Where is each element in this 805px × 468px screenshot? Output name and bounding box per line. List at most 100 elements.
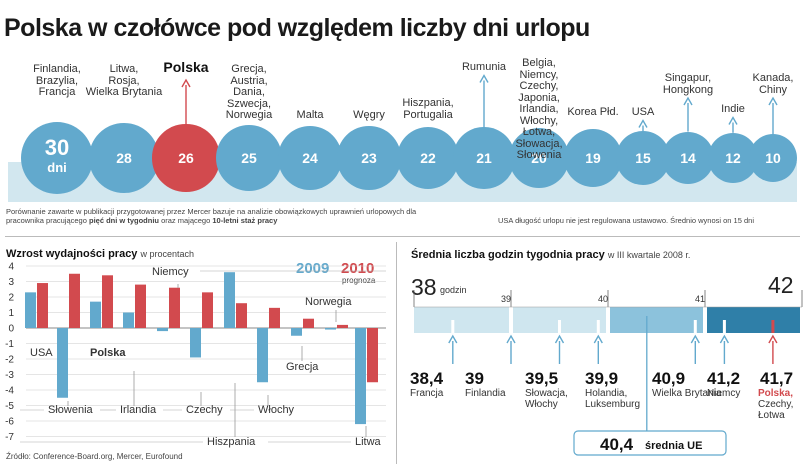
hours-arrow	[768, 334, 778, 364]
hours-value: 40,9	[652, 369, 686, 388]
hours-segment	[414, 307, 509, 333]
circle-value: 15	[616, 131, 670, 185]
bar-2010	[169, 287, 180, 328]
circle-country-label: Belgia, Niemcy, Czechy, Japonia, Irlandi…	[515, 57, 563, 161]
hours-axis-min: 38	[411, 274, 437, 300]
hours-value: 41,2	[707, 369, 741, 388]
hours-marker	[722, 320, 726, 333]
category-label: Słowenia	[48, 404, 94, 416]
arrow-country	[768, 96, 778, 134]
circle-country-label: Korea Płd.	[567, 106, 619, 118]
circle-country-label: Hiszpania, Portugalia	[402, 97, 454, 121]
hours-label-polska: Polska,	[758, 388, 794, 399]
bar-2010	[37, 283, 48, 328]
arrow-country	[479, 74, 489, 128]
bar-2009	[190, 328, 201, 358]
bar-2010	[303, 318, 314, 328]
bar-2010	[135, 284, 146, 328]
hours-arrow	[506, 334, 516, 364]
note-mid: oraz mającego	[161, 216, 211, 225]
bar-2009	[25, 292, 36, 328]
hours-country-label: Słowacja, Włochy	[525, 388, 568, 410]
bar-2010	[69, 273, 80, 328]
productivity-title: Wzrost wydajności pracy w procentach	[6, 248, 194, 260]
circle-country-label: Finlandia, Brazylia, Francja	[33, 63, 81, 98]
productivity-subtitle: w procentach	[140, 249, 195, 259]
hours-value: 39,5	[525, 369, 559, 388]
circle-country-label: Węgry	[353, 109, 385, 121]
hours-arrow	[719, 334, 730, 364]
circle-value: 10	[749, 134, 797, 182]
circle-value: 25	[216, 125, 282, 191]
hours-marker	[596, 320, 600, 333]
circle-value: 24	[277, 125, 343, 191]
circle-value: 30 dni	[21, 122, 93, 194]
category-label: Norwegia	[305, 296, 352, 308]
hours-marker	[451, 320, 455, 333]
category-label: Irlandia	[120, 404, 157, 416]
average-label: średnia UE	[645, 440, 702, 452]
source-note: Źródło: Conference-Board.org, Mercer, Eu…	[6, 452, 183, 461]
bar-2010	[269, 307, 280, 328]
circle-country-label: Rumunia	[461, 61, 507, 73]
hours-title: Średnia liczba godzin tygodnia pracy w I…	[411, 249, 690, 261]
hours-unit: godzin	[440, 285, 467, 295]
note-bold-tenure: 10-letni staż pracy	[212, 216, 278, 225]
methodology-note: Porównanie zawarte w publikacji przygoto…	[6, 207, 446, 225]
legend-2010: 2010	[341, 260, 375, 277]
category-label: Niemcy	[152, 266, 189, 278]
y-tick-label: 2	[8, 293, 14, 304]
note-bold-days: pięć dni w tygodniu	[88, 216, 159, 225]
hours-subtitle: w III kwartale 2008 r.	[607, 250, 691, 260]
legend-prognoza: prognoza	[342, 276, 376, 285]
circle-value: 14	[661, 131, 715, 185]
hours-value: 39,9	[585, 369, 619, 388]
hours-value: 39	[465, 369, 484, 388]
circle-country-label: Malta	[296, 109, 324, 121]
category-label: Polska	[90, 347, 126, 359]
hours-arrow	[593, 334, 603, 364]
hours-country-label: Holandia, Luksemburg	[585, 388, 641, 410]
legend-2009: 2009	[296, 260, 330, 277]
category-label: Grecja	[286, 361, 319, 373]
circle-number: 30	[44, 135, 70, 160]
arrow-country	[638, 119, 648, 131]
usa-note: USA długość urlopu nie jest regulowana u…	[498, 216, 754, 225]
divider-vertical	[396, 242, 397, 464]
bar-2010	[337, 324, 348, 328]
circle-value: 19	[563, 128, 623, 188]
bar-2009	[123, 312, 134, 328]
note-text: Porównanie zawarte w publikacji przygoto…	[6, 207, 417, 225]
hours-arrow	[448, 334, 458, 364]
hours-country-label: Niemcy	[707, 388, 741, 399]
circle-polska: 26	[152, 124, 220, 192]
circle-country-label: USA	[631, 106, 655, 118]
circle-value: 22	[396, 126, 460, 190]
bar-2009	[224, 272, 235, 328]
circle-country-label: Indie	[721, 103, 745, 115]
hours-country-label: Finlandia	[465, 388, 506, 399]
page-title: Polska w czołówce pod względem liczby dn…	[4, 14, 590, 42]
y-tick-label: -2	[5, 355, 14, 366]
circle-value: 21	[453, 127, 515, 189]
arrow-country	[728, 116, 738, 133]
hours-marker	[509, 320, 513, 333]
bar-2009	[157, 328, 168, 332]
y-tick-label: 1	[8, 308, 14, 319]
circle-value: 28	[89, 123, 159, 193]
bar-2010	[236, 303, 247, 328]
bar-2010	[367, 328, 378, 383]
circle-value: 23	[337, 126, 401, 190]
hours-marker	[558, 320, 561, 333]
circle-country-label: Litwa, Rosja, Wielka Brytania	[85, 63, 163, 98]
circle-value: 20	[509, 128, 569, 188]
hours-country-label: Francja	[410, 388, 444, 399]
y-tick-label: -7	[5, 432, 14, 443]
hours-label-rest: Czechy, Łotwa	[758, 399, 794, 421]
category-label: Hiszpania	[207, 436, 256, 448]
bar-2009	[291, 328, 302, 336]
bar-2010	[202, 292, 213, 328]
hours-segment	[707, 307, 800, 333]
hours-marker	[771, 320, 775, 333]
